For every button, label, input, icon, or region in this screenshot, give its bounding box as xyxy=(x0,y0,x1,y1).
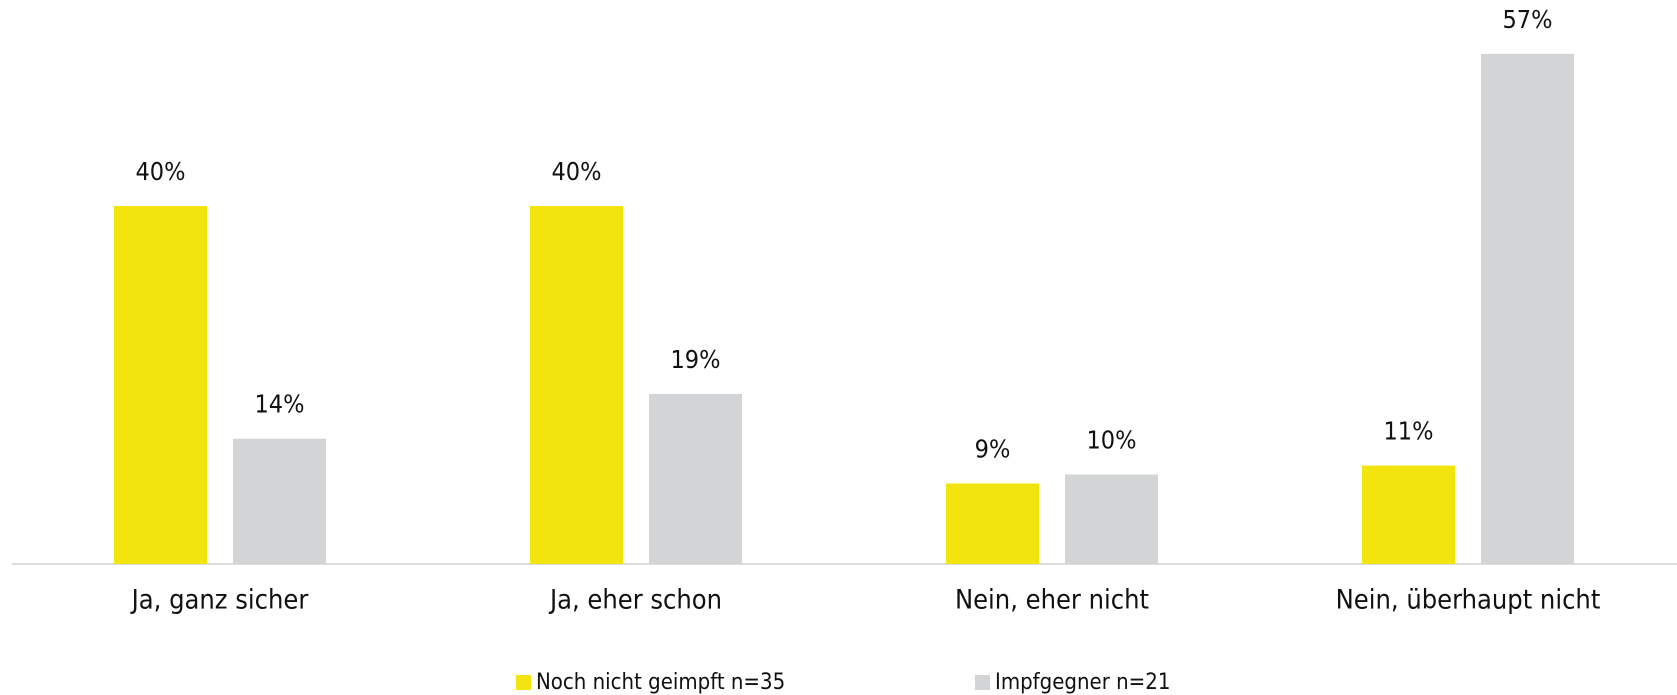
value-label: 11% xyxy=(1384,417,1434,446)
value-label: 9% xyxy=(975,434,1011,463)
bar xyxy=(1065,474,1158,564)
value-label: 57% xyxy=(1503,5,1553,34)
value-label: 19% xyxy=(671,345,721,374)
value-label: 40% xyxy=(136,157,186,186)
bar xyxy=(233,438,326,564)
value-label: 14% xyxy=(255,390,305,419)
value-label: 40% xyxy=(552,157,602,186)
bar xyxy=(1481,53,1574,564)
bar xyxy=(649,393,742,564)
bar xyxy=(114,206,207,564)
bar xyxy=(946,483,1039,564)
legend-swatch xyxy=(975,675,990,690)
legend-swatch xyxy=(516,675,531,690)
x-tick-label: Nein, eher nicht xyxy=(955,585,1149,616)
legend-label: Noch nicht geimpft n=35 xyxy=(536,670,785,695)
x-tick-label: Ja, ganz sicher xyxy=(130,585,309,616)
bar xyxy=(1362,465,1455,564)
bar xyxy=(530,206,623,564)
x-tick-label: Ja, eher schon xyxy=(548,585,722,616)
x-tick-label: Nein, überhaupt nicht xyxy=(1336,585,1601,616)
legend-label: Impfgegner n=21 xyxy=(995,670,1170,695)
value-label: 10% xyxy=(1087,426,1137,455)
